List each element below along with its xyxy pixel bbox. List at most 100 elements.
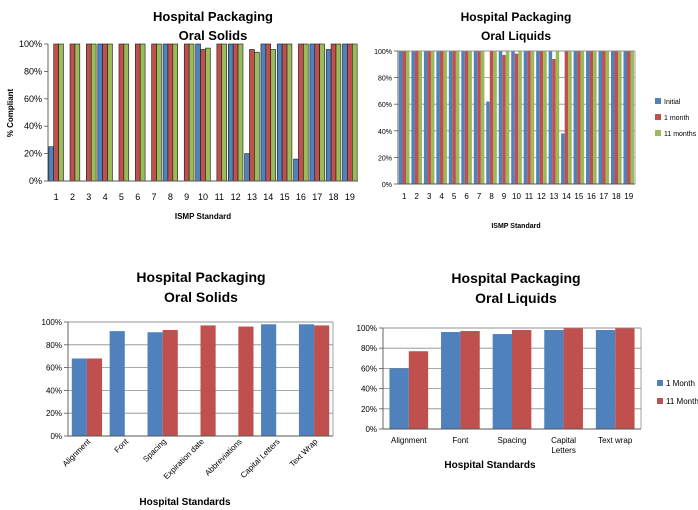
bar bbox=[493, 51, 497, 184]
bar bbox=[232, 43, 239, 182]
y-tick-label: 20% bbox=[378, 155, 392, 162]
y-tick-label: 40% bbox=[24, 121, 42, 131]
bar bbox=[335, 43, 342, 182]
y-tick-label: 60% bbox=[378, 102, 392, 109]
bar bbox=[254, 51, 260, 182]
x-tick-label: 15 bbox=[280, 192, 290, 202]
bar bbox=[527, 51, 531, 184]
bar bbox=[602, 51, 606, 184]
legend-swatch bbox=[657, 398, 663, 404]
chart-title: Hospital Packaging bbox=[461, 10, 572, 24]
bar bbox=[314, 325, 330, 436]
bar bbox=[518, 51, 522, 184]
x-tick-label: 11 bbox=[525, 192, 534, 201]
bar bbox=[618, 51, 622, 184]
y-axis-label: % Compliant bbox=[6, 88, 15, 137]
bar bbox=[238, 326, 254, 436]
bar bbox=[286, 43, 293, 182]
bar bbox=[461, 51, 465, 184]
bar bbox=[147, 332, 163, 436]
bar bbox=[303, 43, 309, 182]
bar bbox=[430, 51, 435, 184]
bar bbox=[448, 51, 453, 184]
bar bbox=[539, 51, 544, 184]
bar bbox=[473, 51, 478, 184]
bar bbox=[523, 51, 528, 184]
bar bbox=[615, 328, 635, 429]
x-tick-label: 2 bbox=[414, 192, 419, 201]
bar bbox=[48, 146, 55, 182]
bar bbox=[580, 51, 585, 184]
y-tick-label: 80% bbox=[361, 344, 377, 353]
bar bbox=[568, 51, 572, 184]
bar bbox=[156, 43, 162, 182]
chart-title: Hospital Packaging bbox=[153, 9, 273, 24]
x-axis-label: Hospital Standards bbox=[139, 497, 231, 508]
x-axis-label: ISMP Standard bbox=[491, 223, 540, 230]
bar bbox=[195, 43, 201, 182]
bar bbox=[53, 43, 59, 182]
bar bbox=[514, 53, 519, 184]
bar bbox=[342, 43, 348, 182]
bar bbox=[298, 324, 315, 436]
bar bbox=[188, 43, 195, 182]
legend-swatch bbox=[657, 380, 663, 386]
bar bbox=[502, 54, 506, 184]
y-tick-label: 0% bbox=[29, 176, 42, 186]
chart-subtitle: Oral Liquids bbox=[481, 29, 551, 43]
y-tick-label: 60% bbox=[361, 364, 377, 373]
bar bbox=[626, 51, 631, 184]
x-tick-label: 12 bbox=[231, 192, 241, 202]
bar bbox=[221, 43, 227, 182]
bar bbox=[237, 43, 244, 182]
bar bbox=[406, 51, 410, 184]
bar bbox=[172, 43, 179, 182]
y-tick-label: 80% bbox=[46, 341, 62, 350]
bar bbox=[573, 51, 578, 184]
bar bbox=[90, 43, 97, 182]
bar bbox=[552, 58, 556, 185]
x-tick-label: Alignment bbox=[391, 436, 427, 445]
bar bbox=[595, 330, 616, 429]
x-tick-label: 18 bbox=[329, 192, 339, 202]
legend-swatch bbox=[655, 130, 661, 136]
x-tick-label: 1 bbox=[54, 192, 59, 202]
bar bbox=[58, 43, 64, 182]
bar bbox=[486, 101, 490, 184]
bar bbox=[586, 51, 590, 184]
chart-2: Hospital Packaging Oral Liquids 0% 20% 40% 60… bbox=[374, 10, 697, 230]
y-tick-label: 40% bbox=[46, 386, 62, 395]
bar bbox=[411, 51, 415, 184]
x-axis-label: Hospital Standards bbox=[444, 460, 536, 471]
x-tick-label: 10 bbox=[512, 192, 521, 201]
bar bbox=[227, 43, 234, 182]
x-tick-label: 4 bbox=[103, 192, 108, 202]
bar bbox=[468, 51, 472, 184]
bar bbox=[593, 51, 597, 184]
bar bbox=[314, 43, 320, 182]
bar bbox=[216, 43, 223, 182]
chart-subtitle: Oral Solids bbox=[179, 28, 248, 43]
x-tick-label: 13 bbox=[549, 192, 558, 201]
bar bbox=[151, 43, 157, 182]
y-tick-label: 100% bbox=[374, 49, 392, 56]
x-tick-label: 12 bbox=[537, 192, 546, 201]
x-tick-label: Spacing bbox=[141, 437, 168, 464]
bar bbox=[548, 51, 553, 184]
bar bbox=[86, 43, 92, 182]
bar bbox=[319, 43, 325, 182]
x-tick-label: Font bbox=[452, 436, 469, 445]
bar bbox=[276, 43, 283, 182]
bar bbox=[511, 51, 515, 184]
bar bbox=[492, 334, 512, 429]
bar bbox=[408, 351, 429, 429]
bar bbox=[436, 51, 440, 184]
x-tick-label: 5 bbox=[119, 192, 124, 202]
legend-swatch bbox=[655, 98, 661, 104]
bar bbox=[464, 51, 469, 184]
bar bbox=[298, 43, 304, 182]
bar bbox=[577, 51, 581, 184]
x-tick-label: 16 bbox=[296, 192, 306, 202]
bar bbox=[71, 358, 87, 436]
bar bbox=[167, 43, 174, 182]
